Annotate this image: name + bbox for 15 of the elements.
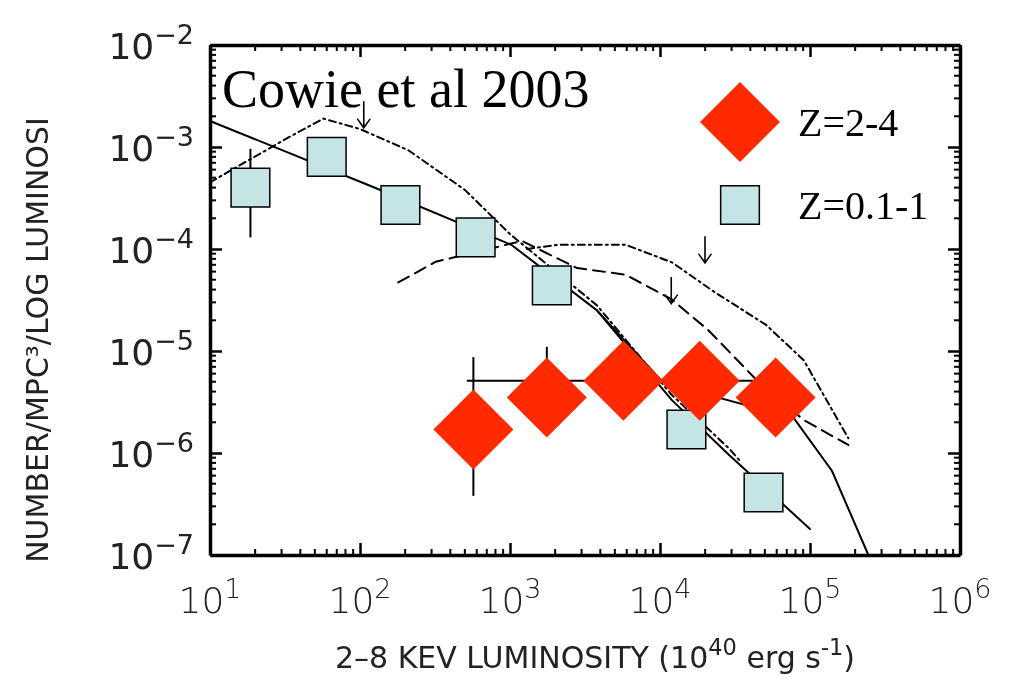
x-tick-label: 10$^{6}$	[928, 572, 992, 621]
x-tick-label: 10$^{5}$	[778, 572, 842, 621]
y-tick-label: 10$^{−6}$	[108, 426, 194, 475]
x-tick-label: 10$^{2}$	[328, 572, 392, 621]
y-tick-label: 10$^{−4}$	[108, 222, 194, 271]
y-tick-label: 10$^{−5}$	[108, 324, 194, 373]
x-tick-label: 10$^{4}$	[628, 572, 692, 621]
y-tick-label: 10$^{−2}$	[108, 18, 194, 67]
annotation: Cowie et al 2003	[222, 59, 590, 119]
legend-label: Z=2-4	[798, 100, 899, 145]
y-tick-label: 10$^{−3}$	[108, 120, 194, 169]
legend-label: Z=0.1-1	[798, 183, 929, 228]
x-tick-label: 10$^{3}$	[478, 572, 542, 621]
x-axis-title: 2–8 KEV LUMINOSITY (10$^{40}$ erg s$^{-1}$)	[334, 634, 856, 675]
y-axis-title: NUMBER/MPC³/LOG LUMINOSI	[20, 117, 55, 563]
